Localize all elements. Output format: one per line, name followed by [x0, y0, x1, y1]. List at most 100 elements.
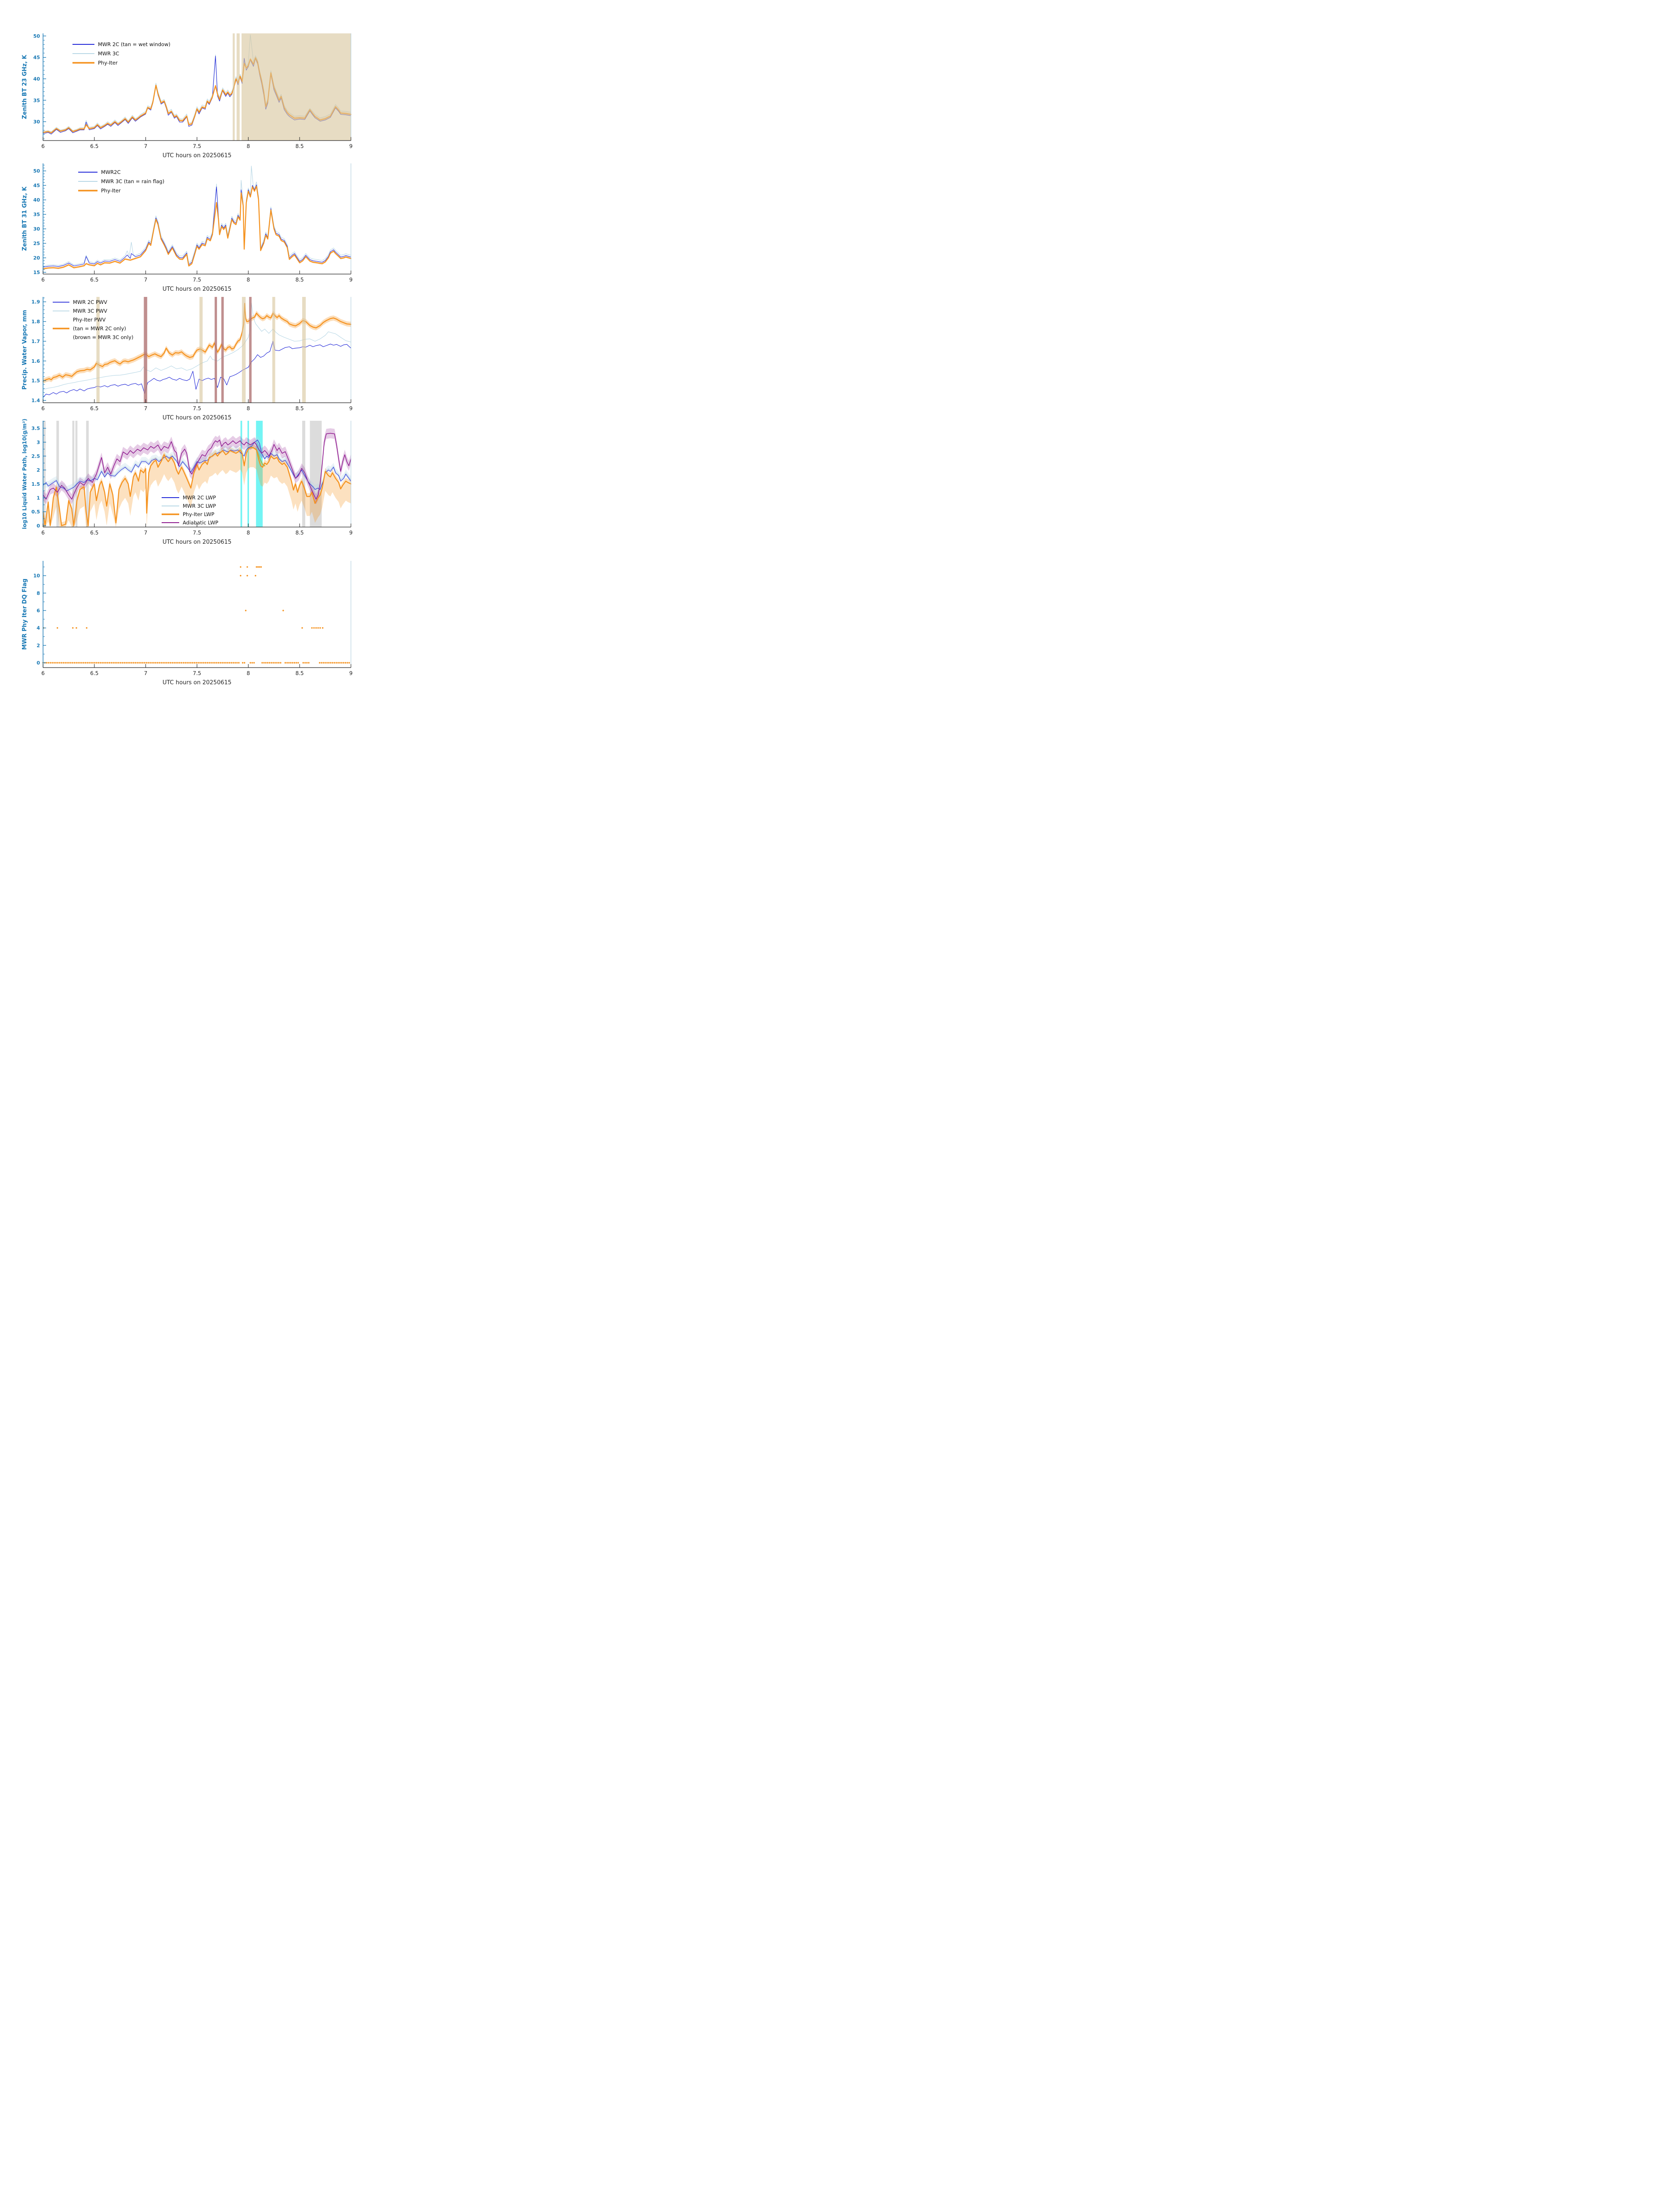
legend-label: MWR 3C (tan = rain flag)	[101, 178, 164, 184]
dq-flag-dot	[72, 627, 74, 629]
dq-flag-dot	[214, 662, 216, 664]
y-tick-label: 45	[33, 55, 40, 61]
dq-flag-dot	[70, 662, 72, 664]
dq-flag-dot	[64, 662, 66, 664]
dq-flag-dot	[101, 662, 103, 664]
dq-flag-dot	[110, 662, 112, 664]
flag-cyan-band	[240, 421, 242, 527]
x-tick-label: 6.5	[90, 405, 98, 412]
x-axis-label: UTC hours on 20250615	[163, 539, 231, 545]
x-tick-label: 6	[41, 405, 45, 412]
dq-flag-dot	[274, 662, 276, 664]
dq-flag-dot	[223, 662, 225, 664]
dq-flag-dot	[244, 662, 246, 664]
y-tick-label: 3	[36, 440, 40, 445]
y-tick-label: 15	[33, 270, 40, 275]
y-tick-label: 4	[36, 625, 40, 631]
dq-flag-dot	[302, 662, 304, 664]
legend-label: Phy-Iter PWV	[73, 317, 106, 323]
dq-flag-dot	[145, 662, 148, 664]
x-axis-label: UTC hours on 20250615	[163, 679, 231, 686]
dq-flag-dot	[175, 662, 177, 664]
dq-flag-dot	[292, 662, 293, 664]
legend-label: MWR 2C (tan = wet window)	[98, 41, 170, 47]
y-tick-label: 2	[36, 467, 40, 473]
dq-flag-dot	[85, 662, 87, 664]
legend-label: (tan = MWR 2C only)	[73, 325, 126, 332]
x-tick-label: 9	[349, 670, 353, 676]
dq-flag-dot	[199, 662, 201, 664]
x-tick-label: 6.5	[90, 277, 98, 283]
dq-flag-dot	[260, 566, 262, 568]
dq-flag-dot	[296, 662, 297, 664]
dq-flag-dot	[261, 662, 263, 664]
dq-flag-dot	[257, 566, 259, 568]
dq-flag-dot	[68, 662, 70, 664]
dq-flag-dot	[249, 662, 251, 664]
y-tick-label: 0.5	[32, 509, 40, 515]
dq-flag-dot	[108, 662, 111, 664]
dq-flag-dot	[324, 662, 326, 664]
dq-flag-dot	[286, 662, 288, 664]
dq-flag-dot	[229, 662, 231, 664]
dq-flag-dot	[322, 662, 324, 664]
y-tick-label: 1.4	[32, 398, 40, 404]
dq-flag-dot	[231, 662, 232, 664]
mwr2c-only-band	[302, 297, 306, 403]
dq-flag-dot	[116, 662, 118, 664]
y-tick-label: 30	[33, 119, 40, 125]
mwr3c-only-band	[249, 297, 252, 403]
x-tick-label: 8.5	[296, 530, 304, 536]
flag-gray-band	[72, 421, 75, 527]
x-tick-label: 8	[247, 670, 250, 676]
dq-flag-dot	[173, 662, 175, 664]
dq-flag-dot	[62, 662, 64, 664]
dq-flag-dot	[293, 662, 296, 664]
dq-flag-dot	[61, 662, 62, 664]
dq-flag-dot	[269, 662, 271, 664]
dq-flag-dot	[242, 662, 244, 664]
dq-flag-dot	[159, 662, 160, 664]
y-tick-label: 1.5	[32, 481, 40, 487]
flag-gray-band	[56, 421, 59, 527]
dq-flag-dot	[348, 662, 350, 664]
dq-flag-dot	[337, 662, 339, 664]
dq-flag-dot	[136, 662, 138, 664]
dq-flag-dot	[86, 627, 87, 629]
dq-flag-dot	[276, 662, 278, 664]
dq-flag-dot	[278, 662, 280, 664]
dq-flag-dot	[328, 662, 330, 664]
dq-flag-dot	[240, 566, 242, 568]
dq-flag-dot	[83, 662, 85, 664]
uncertainty-phy-iter	[43, 185, 351, 270]
x-axis-label: UTC hours on 20250615	[163, 286, 231, 293]
dq-flag-dot	[272, 662, 274, 664]
dq-flag-dot	[297, 662, 299, 664]
dq-flag-dot	[79, 662, 81, 664]
dq-flag-dot	[315, 627, 317, 629]
y-tick-label: 1.5	[32, 378, 40, 384]
dq-flag-dot	[144, 662, 145, 664]
dq-flag-dot	[330, 662, 332, 664]
y-tick-label: 1.8	[32, 319, 40, 325]
dq-flag-dot	[201, 662, 203, 664]
dq-flag-dot	[265, 662, 267, 664]
legend-label: Phy-Iter	[98, 60, 118, 66]
dq-flag-dot	[94, 662, 96, 664]
dq-flag-dot	[72, 662, 73, 664]
legend-label: (brown = MWR 3C only)	[73, 334, 134, 340]
dq-flag-dot	[313, 627, 315, 629]
wet-window-band	[232, 33, 235, 141]
y-tick-label: 45	[33, 183, 40, 188]
dq-flag-dot	[332, 662, 333, 664]
x-tick-label: 8.5	[296, 670, 304, 676]
dq-flag-dot	[232, 662, 234, 664]
y-tick-label: 0	[36, 523, 40, 529]
series-mwr-3c-pwv	[43, 302, 351, 390]
dq-flag-dot	[155, 662, 157, 664]
legend-label: Adiabatic LWP	[183, 520, 218, 526]
dq-flag-dot	[76, 627, 77, 629]
uncertainty-phy-iter-lwp	[43, 444, 351, 527]
dq-flag-dot	[170, 662, 171, 664]
